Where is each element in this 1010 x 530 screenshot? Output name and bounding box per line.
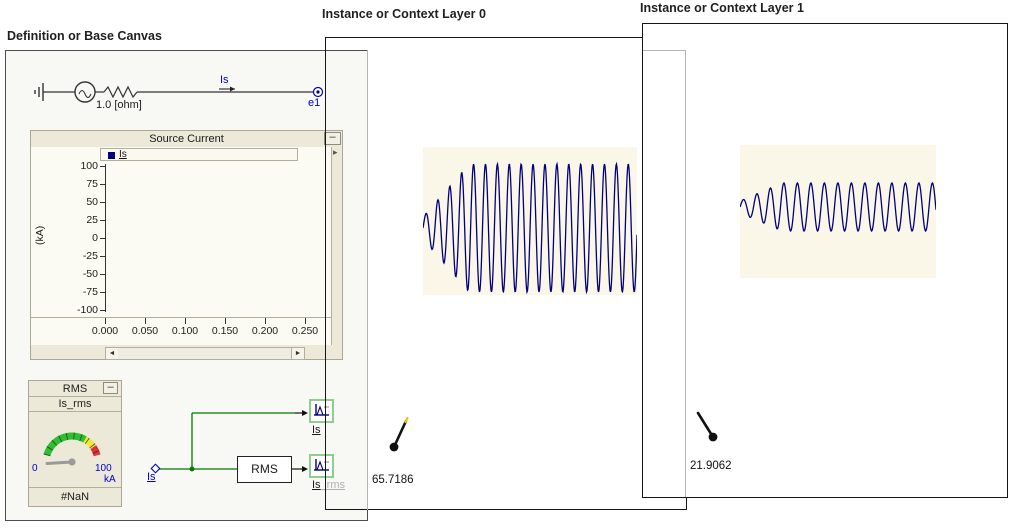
layer0-waveform bbox=[423, 147, 637, 295]
gauge-max-label: 100 bbox=[95, 463, 112, 474]
diagram-input-label[interactable]: Is bbox=[147, 471, 156, 483]
layer0-meter-value: 65.7186 bbox=[372, 474, 414, 486]
x-axis-separator bbox=[31, 317, 331, 318]
scope2-label-main: Is bbox=[312, 479, 321, 491]
gauge-needle bbox=[45, 460, 74, 465]
gauge-minimize-button[interactable]: – bbox=[103, 382, 118, 394]
scrollbar-right-arrow[interactable]: ► bbox=[291, 348, 304, 359]
gauge-signal-label: Is_rms bbox=[58, 398, 92, 410]
legend-swatch-icon bbox=[108, 152, 115, 159]
gauge-value: #NaN bbox=[60, 491, 90, 503]
scrollbar-thumb[interactable] bbox=[118, 348, 292, 359]
expand-arrow-icon[interactable]: ▸ bbox=[333, 147, 338, 157]
node-label[interactable]: e1 bbox=[308, 97, 321, 109]
scope-block-is-rms[interactable] bbox=[309, 454, 334, 478]
scope2-label-suffix: _rms bbox=[320, 479, 346, 491]
legend-curve-label[interactable]: Is bbox=[119, 149, 127, 160]
layer1-canvas-edge bbox=[643, 50, 686, 497]
plot-body bbox=[31, 147, 331, 345]
circuit-drawing bbox=[34, 81, 324, 103]
gauge-title: RMS bbox=[62, 383, 88, 395]
layer1-meter-value: 21.9062 bbox=[690, 460, 732, 472]
resistor-value-label[interactable]: 1.0 [ohm] bbox=[96, 99, 142, 111]
current-arrow-icon bbox=[230, 86, 235, 92]
scope-block-is[interactable] bbox=[309, 399, 334, 423]
plot-scrollbar[interactable]: ◄ ► bbox=[105, 347, 305, 360]
signal-connector-icon bbox=[150, 463, 161, 474]
plot-side-strip[interactable] bbox=[331, 147, 342, 345]
wire-current-label[interactable]: Is bbox=[220, 74, 229, 86]
gauge-unit-label: kA bbox=[104, 474, 116, 485]
scope1-label[interactable]: Is bbox=[312, 424, 321, 436]
base-canvas-title: Definition or Base Canvas bbox=[7, 29, 162, 43]
layer1-meter-needle bbox=[696, 411, 718, 442]
gauge-title-bar[interactable]: RMS bbox=[29, 381, 121, 397]
plot-minimize-button[interactable]: – bbox=[324, 132, 341, 145]
rms-block[interactable]: RMS bbox=[237, 456, 292, 483]
gauge-value-bar: #NaN bbox=[29, 489, 121, 506]
gauge-body bbox=[29, 412, 121, 488]
gauge-signal-bar[interactable]: Is_rms bbox=[29, 397, 121, 412]
scope2-label[interactable]: Is_rms bbox=[312, 479, 345, 491]
layer1-waveform bbox=[740, 145, 936, 278]
resistor-icon bbox=[103, 85, 138, 99]
block-diagram-wires bbox=[150, 410, 308, 474]
plot-title: Source Current bbox=[149, 133, 224, 145]
gauge-dial-icon bbox=[43, 432, 101, 466]
plot-legend[interactable]: Is bbox=[100, 148, 298, 161]
layer0-title: Instance or Context Layer 0 bbox=[322, 7, 486, 21]
gauge-min-label: 0 bbox=[32, 463, 38, 474]
layer0-meter-needle bbox=[389, 416, 409, 452]
layer0-canvas-edge bbox=[367, 50, 368, 510]
plot-title-bar[interactable]: Source Current bbox=[31, 131, 342, 147]
rms-block-label: RMS bbox=[251, 462, 278, 476]
layer1-title: Instance or Context Layer 1 bbox=[640, 1, 804, 15]
